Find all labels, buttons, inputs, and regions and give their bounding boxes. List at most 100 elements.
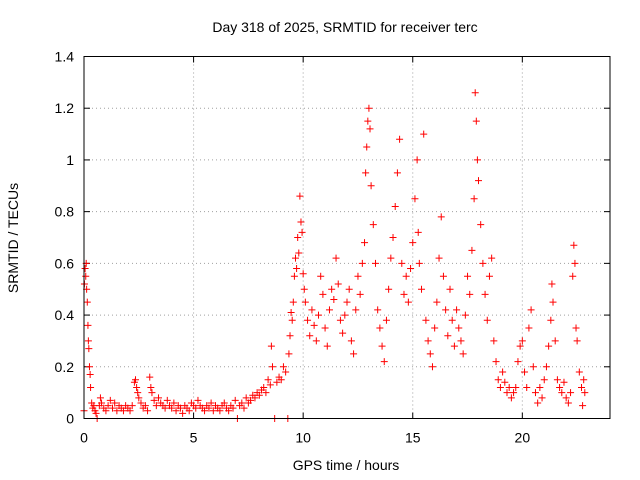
data-point [446, 285, 454, 293]
data-point [503, 389, 511, 397]
x-tick-label: 0 [80, 430, 88, 446]
data-point [364, 117, 372, 125]
data-point [247, 396, 255, 404]
data-point [85, 363, 93, 371]
data-point [366, 125, 374, 133]
data-point [85, 345, 93, 353]
data-point [472, 117, 480, 125]
data-point [435, 254, 443, 262]
data-point [536, 383, 544, 391]
data-point [512, 383, 520, 391]
data-point [267, 342, 275, 350]
data-point [148, 389, 156, 397]
data-point [96, 394, 104, 402]
data-point [496, 383, 504, 391]
data-point [291, 254, 299, 262]
data-point [155, 394, 163, 402]
data-point [98, 399, 106, 407]
data-point [426, 350, 434, 358]
data-point [579, 402, 587, 410]
y-axis-label: SRMTID / TECUs [5, 183, 21, 293]
data-point [325, 306, 333, 314]
data-point [163, 396, 171, 404]
data-point [540, 376, 548, 384]
data-point [128, 402, 136, 410]
data-point [231, 396, 239, 404]
data-point [490, 337, 498, 345]
data-point [534, 399, 542, 407]
data-point [86, 371, 94, 379]
data-point [185, 407, 193, 415]
data-point [455, 324, 463, 332]
data-point [111, 399, 119, 407]
data-point [529, 363, 537, 371]
data-point [295, 249, 303, 257]
data-point [84, 321, 92, 329]
data-point [146, 373, 154, 381]
data-point [483, 316, 491, 324]
data-point [485, 272, 493, 280]
data-point [510, 389, 518, 397]
data-point [363, 143, 371, 151]
data-point [240, 404, 248, 412]
data-point [113, 407, 121, 415]
data-point [82, 272, 90, 280]
data-point [396, 135, 404, 143]
axis-ticks [83, 56, 610, 419]
data-point [264, 376, 272, 384]
y-tick-label: 0.8 [55, 204, 75, 220]
data-point [317, 272, 325, 280]
data-point [361, 239, 369, 247]
data-point [553, 376, 561, 384]
data-point [473, 156, 481, 164]
data-point [134, 389, 142, 397]
data-point [481, 290, 489, 298]
x-tick-label: 5 [190, 430, 198, 446]
data-point [286, 332, 294, 340]
data-point [106, 396, 114, 404]
data-point [315, 311, 323, 319]
data-point [459, 350, 467, 358]
data-point [201, 407, 209, 415]
data-point [345, 285, 353, 293]
data-point [380, 358, 388, 366]
data-point [433, 298, 441, 306]
data-point [521, 368, 529, 376]
data-point [374, 306, 382, 314]
data-point [168, 404, 176, 412]
data-point [192, 404, 200, 412]
data-point [444, 332, 452, 340]
data-point [84, 337, 92, 345]
data-point [499, 368, 507, 376]
data-point [238, 399, 246, 407]
data-point [578, 383, 586, 391]
data-point [424, 337, 432, 345]
data-point [418, 285, 426, 293]
data-point [220, 399, 228, 407]
data-point [301, 298, 309, 306]
data-point [216, 407, 224, 415]
data-point [556, 383, 564, 391]
data-point [336, 316, 344, 324]
y-tick-label: 0 [66, 411, 74, 427]
data-point [404, 298, 412, 306]
data-point [527, 306, 535, 314]
data-point [312, 337, 320, 345]
data-point [572, 324, 580, 332]
data-point [170, 399, 178, 407]
y-tick-label: 1.4 [55, 49, 75, 65]
y-tick-label: 0.2 [55, 359, 75, 375]
data-point [488, 254, 496, 262]
data-point [328, 285, 336, 293]
data-point [298, 228, 306, 236]
data-point [407, 265, 415, 273]
data-point [343, 298, 351, 306]
data-point [330, 296, 338, 304]
data-point [518, 337, 526, 345]
data-point [573, 337, 581, 345]
data-point [420, 130, 428, 138]
x-tick-labels: 0 5 10 15 20 [80, 430, 530, 446]
data-point [87, 383, 95, 391]
data-point [310, 321, 318, 329]
